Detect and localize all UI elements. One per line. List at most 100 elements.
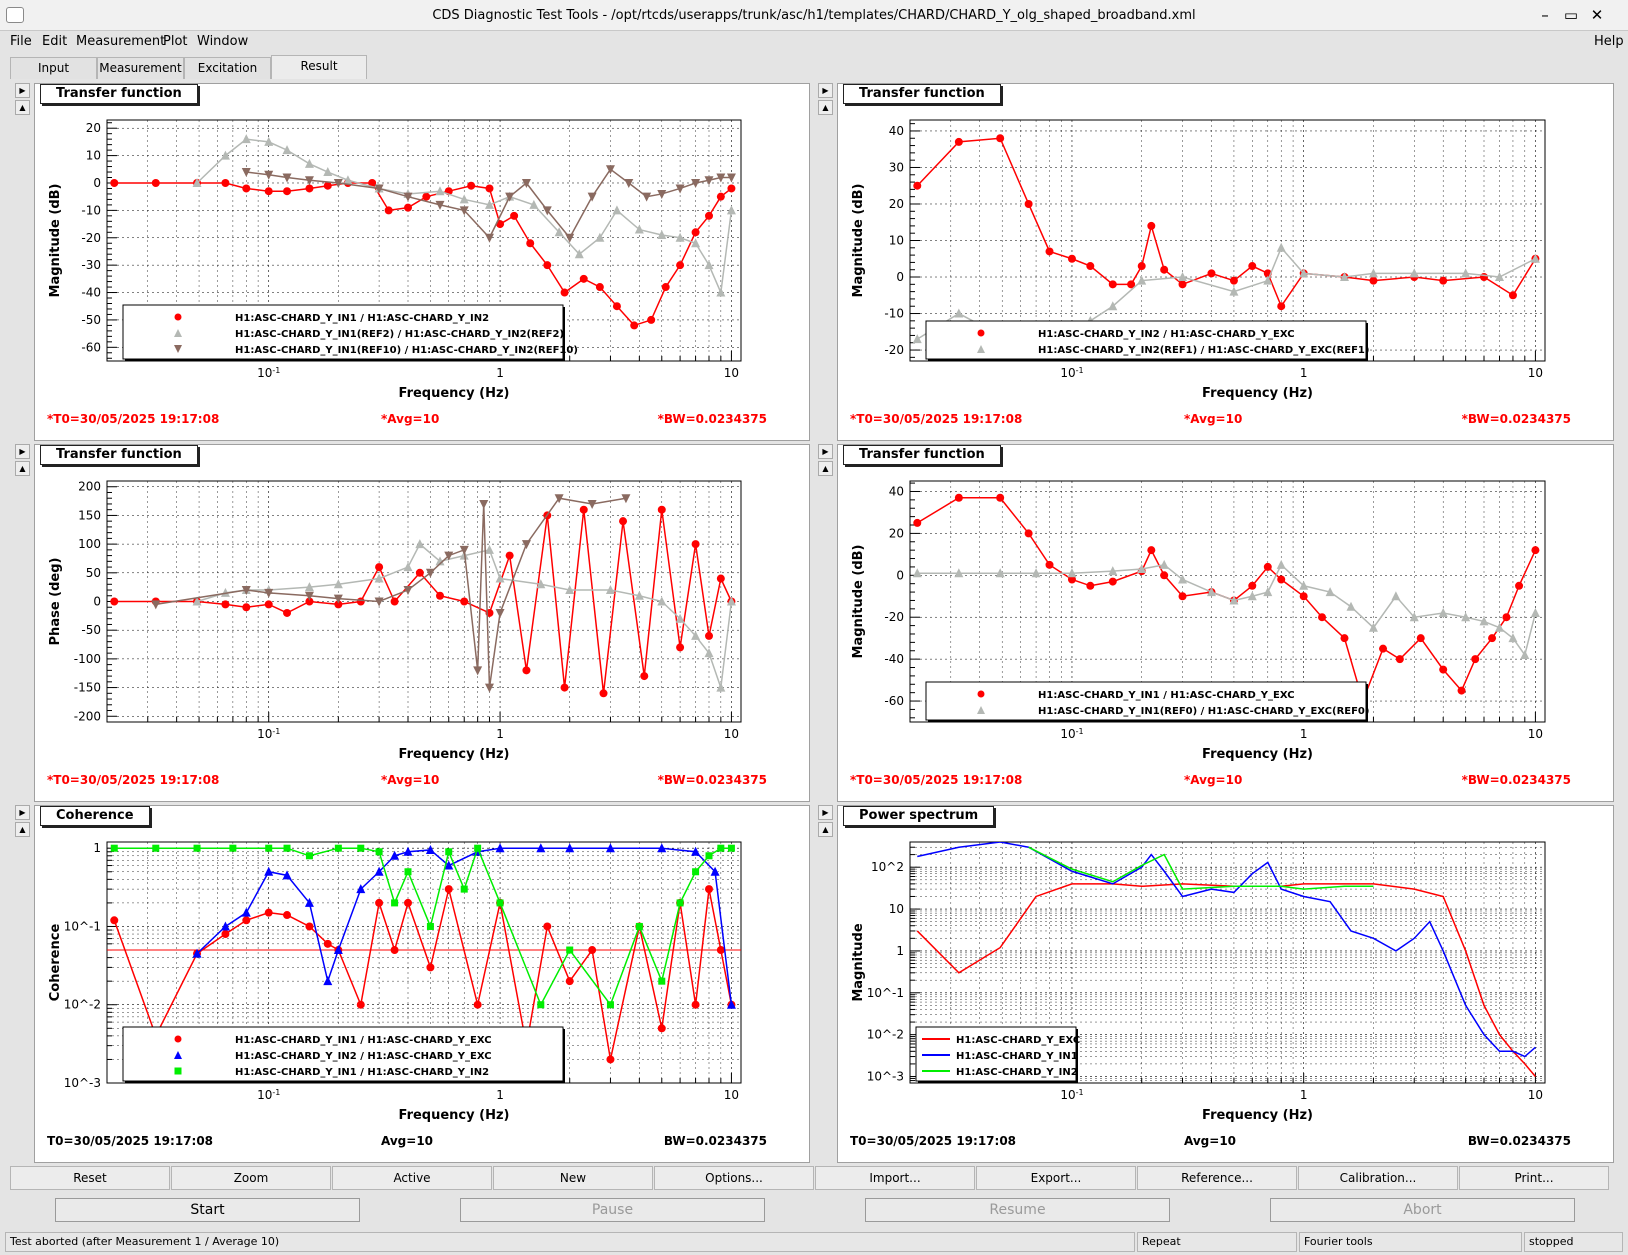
y-tick-label: 10^-3 [867, 1070, 904, 1084]
pause-button[interactable]: Pause [460, 1198, 765, 1222]
tab-input[interactable]: Input [10, 57, 97, 79]
y-tick-label: 10^-2 [867, 1028, 904, 1042]
panel-title[interactable]: Transfer function [843, 445, 1001, 465]
chart-p4[interactable]: 40 20 0 -20 -40 -60 10-1 1 10 Frequency (Hz) Magni… [838, 445, 1613, 801]
reset-button[interactable]: Reset [10, 1166, 170, 1190]
plot-panel-transfer-magnitude-in1-exc[interactable]: 40 20 0 -20 -40 -60 10-1 1 10 Frequency (Hz) Magni… [837, 444, 1614, 802]
y-tick-label: 0 [93, 595, 101, 609]
panel-title[interactable]: Power spectrum [843, 806, 995, 826]
data-point [716, 287, 726, 297]
plot-toolbar: Reset Zoom Active New Options... Import.… [10, 1166, 1609, 1190]
status-tool: Fourier tools [1299, 1232, 1522, 1252]
data-point [193, 844, 201, 852]
reference-button[interactable]: Reference... [1137, 1166, 1297, 1190]
new-button[interactable]: New [493, 1166, 653, 1190]
menu-measurement[interactable]: Measurement [76, 34, 166, 49]
data-point [241, 168, 251, 178]
data-point [565, 843, 575, 853]
data-point [444, 860, 454, 870]
maximize-button[interactable]: ▭ [1563, 6, 1579, 24]
data-point [1160, 265, 1169, 274]
panel-3-expand-arrow-icon[interactable]: ▶ [15, 444, 30, 459]
data-point [634, 590, 644, 600]
data-point [1438, 608, 1448, 618]
data-point [543, 261, 552, 270]
menu-edit[interactable]: Edit [42, 34, 68, 49]
chart-p5[interactable]: 1 10^-1 10^-2 10^-3 10-1 1 10 Frequency (Hz) Coh… [35, 806, 809, 1162]
panel-title[interactable]: Transfer function [40, 445, 198, 465]
menu-window[interactable]: Window [197, 34, 249, 49]
data-point [913, 518, 922, 527]
tab-measurement[interactable]: Measurement [97, 57, 184, 79]
active-button[interactable]: Active [332, 1166, 492, 1190]
menu-help[interactable]: Help [1594, 34, 1624, 49]
legend-label: H1:ASC-CHARD_Y_IN1 / H1:ASC-CHARD_Y_IN2 [235, 313, 489, 324]
data-point [1369, 276, 1378, 285]
panel-4-collapse-arrow-icon[interactable]: ▲ [818, 461, 833, 476]
zoom-button[interactable]: Zoom [171, 1166, 331, 1190]
panel-1-expand-arrow-icon[interactable]: ▶ [15, 83, 30, 98]
legend-label: H1:ASC-CHARD_Y_IN2 [956, 1067, 1078, 1078]
footer-bw: *BW=0.0234375 [657, 773, 767, 787]
menu-plot[interactable]: Plot [163, 34, 188, 49]
tab-result[interactable]: Result [271, 55, 367, 79]
close-button[interactable]: ✕ [1590, 6, 1604, 24]
y-tick-label: 0 [896, 568, 904, 582]
tab-excitation[interactable]: Excitation [184, 57, 271, 79]
resume-button[interactable]: Resume [865, 1198, 1170, 1222]
data-point [579, 505, 588, 514]
footer-avg: Avg=10 [1184, 1134, 1237, 1148]
chart-p6[interactable]: 10^2 10 1 10^-1 10^-2 10^-3 10-1 1 10 Frequency (… [838, 806, 1613, 1162]
plot-panel-transfer-phase[interactable]: 200 150 100 50 0 -50 -100 -150 -200 10-1 1 10 Freque… [34, 444, 810, 802]
panel-title[interactable]: Coherence [40, 806, 150, 826]
panel-2-collapse-arrow-icon[interactable]: ▲ [818, 100, 833, 115]
data-point [1530, 253, 1540, 263]
chart-p3[interactable]: 200 150 100 50 0 -50 -100 -150 -200 10-1 1 10 Freque… [35, 445, 809, 801]
plot-panel-transfer-magnitude[interactable]: 20 10 0 -10 -20 -30 -40 -50 -60 10-1 1 10 Frequency … [34, 83, 810, 441]
footer-avg: *Avg=10 [381, 773, 440, 787]
y-tick-label: 10^-1 [64, 919, 101, 933]
panel-3-collapse-arrow-icon[interactable]: ▲ [15, 461, 30, 476]
plot-panel-power-spectrum[interactable]: 10^2 10 1 10^-1 10^-2 10^-3 10-1 1 10 Frequency (… [837, 805, 1614, 1163]
legend-marker [977, 690, 985, 698]
data-point [612, 302, 621, 311]
data-point [264, 170, 274, 180]
plot-panel-transfer-magnitude-exc[interactable]: 40 30 20 10 0 -10 -20 10-1 1 10 Frequency (Hz) Magn… [837, 83, 1614, 441]
legend-marker [174, 345, 182, 353]
y-tick-label: -30 [81, 258, 101, 272]
chart-p2[interactable]: 40 30 20 10 0 -10 -20 10-1 1 10 Frequency (Hz) Magn… [838, 84, 1613, 440]
plot-panel-coherence[interactable]: 1 10^-1 10^-2 10^-3 10-1 1 10 Frequency (Hz) Coh… [34, 805, 810, 1163]
data-point [1471, 655, 1480, 664]
menu-file[interactable]: File [10, 34, 32, 49]
data-point [473, 1000, 482, 1009]
calibration-button[interactable]: Calibration... [1298, 1166, 1458, 1190]
legend: H1:ASC-CHARD_Y_EXC H1:ASC-CHARD_Y_IN1 H1:A… [915, 1026, 1080, 1083]
panel-6-expand-arrow-icon[interactable]: ▶ [818, 805, 833, 820]
panel-2-expand-arrow-icon[interactable]: ▶ [818, 83, 833, 98]
data-point [192, 596, 202, 606]
data-point [716, 192, 725, 201]
data-point [110, 916, 119, 925]
import-button[interactable]: Import... [815, 1166, 975, 1190]
export-button[interactable]: Export... [976, 1166, 1136, 1190]
panel-5-collapse-arrow-icon[interactable]: ▲ [15, 822, 30, 837]
data-point [716, 946, 725, 955]
start-button[interactable]: Start [55, 1198, 360, 1222]
data-point [375, 848, 383, 856]
panel-6-collapse-arrow-icon[interactable]: ▲ [818, 822, 833, 837]
abort-button[interactable]: Abort [1270, 1198, 1575, 1222]
legend-marker [977, 345, 985, 353]
legend-label: H1:ASC-CHARD_Y_IN1 / H1:ASC-CHARD_Y_EXC [1038, 690, 1295, 701]
panel-4-expand-arrow-icon[interactable]: ▶ [818, 444, 833, 459]
data-point [495, 573, 505, 583]
chart-p1[interactable]: 20 10 0 -10 -20 -30 -40 -50 -60 10-1 1 10 Frequency … [35, 84, 809, 440]
print-button[interactable]: Print... [1459, 1166, 1609, 1190]
panel-title[interactable]: Transfer function [40, 84, 198, 104]
x-tick-label: 10-1 [257, 727, 280, 742]
panel-title[interactable]: Transfer function [843, 84, 1001, 104]
options-button[interactable]: Options... [654, 1166, 814, 1190]
panel-5-expand-arrow-icon[interactable]: ▶ [15, 805, 30, 820]
panel-1-collapse-arrow-icon[interactable]: ▲ [15, 100, 30, 115]
x-tick-label: 1 [496, 1088, 504, 1102]
minimize-button[interactable]: – [1541, 6, 1549, 24]
